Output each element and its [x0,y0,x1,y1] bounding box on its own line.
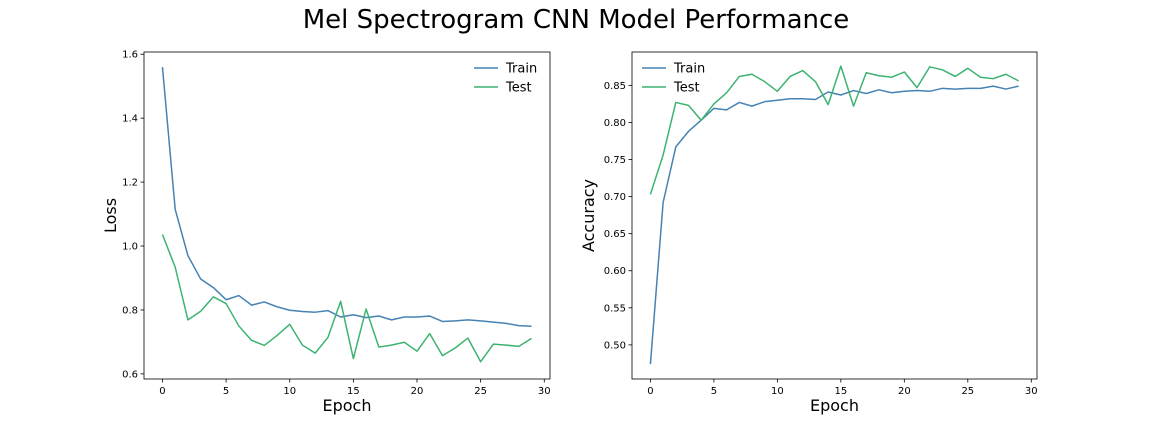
x-tick-label: 25 [474,386,487,397]
legend-label-test: Test [505,81,532,96]
y-tick-label: 0.65 [604,229,626,240]
x-tick-label: 5 [711,386,717,397]
series-line-test [161,234,532,363]
y-tick-label: 1.6 [122,50,138,61]
accuracy-plot: 0 5 10 15 20 25 30 0.50 0.55 0.60 0.65 0.70 0.75 0.80… [579,51,1038,415]
y-axis-label: Loss [101,198,120,233]
y-tick-label: 0.60 [604,266,626,277]
x-tick-label: 5 [223,386,229,397]
legend-label-train: Train [673,62,705,77]
x-tick-label: 15 [347,386,360,397]
x-axis-label: Epoch [810,396,859,415]
x-tick-label: 25 [961,386,974,397]
axes-frame [631,51,1038,380]
y-tick-label: 0.80 [604,118,626,129]
series-line-train [161,66,532,328]
y-tick-label: 0.70 [604,192,626,203]
x-tick-label: 30 [1025,386,1038,397]
y-tick-label: 0.50 [604,340,626,351]
x-tick-label: 20 [411,386,424,397]
y-tick-label: 1.0 [122,242,138,253]
y-tick-label: 0.8 [122,305,138,316]
x-tick-label: 10 [771,386,784,397]
y-tick-label: 1.2 [122,178,138,189]
y-tick-label: 0.55 [604,303,626,314]
loss-plot: 0 5 10 15 20 25 30 0.6 0.8 1.0 1.2 1.4 1.6 Epoch Loss T… [101,50,551,415]
x-tick-label: 30 [538,386,551,397]
y-tick-label: 0.85 [604,81,626,92]
x-tick-label: 20 [898,386,911,397]
y-axis-label: Accuracy [579,179,598,252]
legend-label-test: Test [673,81,700,96]
series-line-train [649,85,1019,365]
x-tick-label: 0 [159,386,165,397]
x-tick-label: 0 [647,386,653,397]
figure-title: Mel Spectrogram CNN Model Performance [303,5,850,35]
legend-label-train: Train [505,62,537,77]
y-tick-label: 1.4 [122,114,138,125]
x-tick-label: 10 [283,386,296,397]
axes-frame [143,51,551,380]
series-line-test [649,65,1019,195]
x-tick-label: 15 [834,386,847,397]
y-tick-label: 0.75 [604,155,626,166]
x-axis-label: Epoch [323,396,372,415]
y-tick-label: 0.6 [122,369,138,380]
